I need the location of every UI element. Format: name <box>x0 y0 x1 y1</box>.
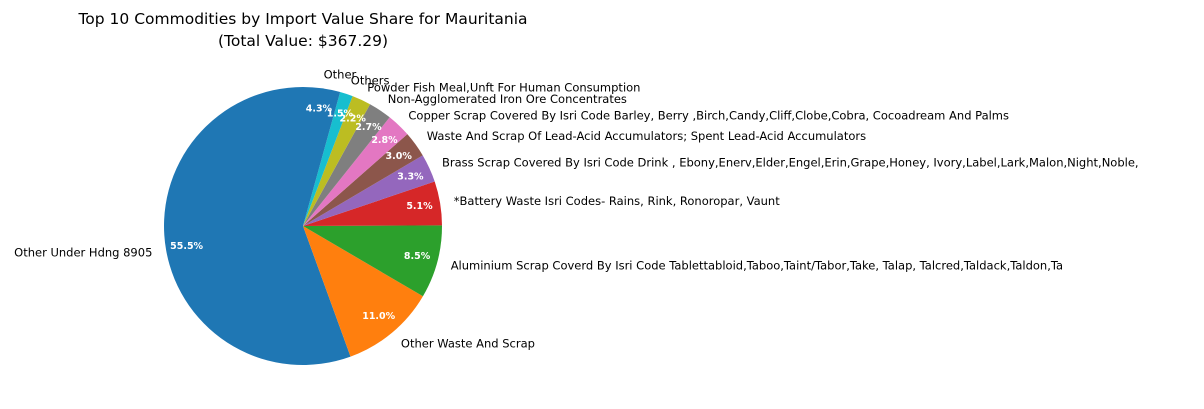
slice-label: Brass Scrap Covered By Isri Code Drink ,… <box>442 155 1139 169</box>
percent-label: 3.0% <box>386 151 413 162</box>
slice-label: Others <box>351 74 390 88</box>
percent-label: 3.3% <box>397 171 424 182</box>
chart-title: Top 10 Commodities by Import Value Share… <box>77 10 527 28</box>
percent-label: 11.0% <box>362 311 395 322</box>
pie-slice <box>164 87 351 365</box>
percent-label: 1.5% <box>327 108 354 119</box>
pie-slice <box>303 96 371 227</box>
slice-label: *Battery Waste Isri Codes- Rains, Rink, … <box>454 194 780 208</box>
pie-slice <box>303 117 408 226</box>
slice-labels: Other Under Hdng 8905 Other Waste And Scr… <box>14 68 1138 351</box>
percent-label: 4.3% <box>306 103 333 114</box>
percent-label: 8.5% <box>404 251 431 262</box>
pie-slice <box>303 226 423 357</box>
chart-subtitle: (Total Value: $367.29) <box>218 32 388 50</box>
pie-slice <box>303 155 435 226</box>
pie-slice <box>303 134 423 226</box>
pie-slice <box>303 86 341 226</box>
pie-slice <box>303 181 442 226</box>
slice-label: Aluminium Scrap Coverd By Isri Code Tabl… <box>451 259 1063 273</box>
pie-slice <box>303 104 390 226</box>
slice-label: Powder Fish Meal,Unft For Human Consumpt… <box>367 80 640 94</box>
percent-labels: 55.5% 11.0% 8.5% 5.1% 3.3% 3.0% 2.8% 2.7%2.2%1.… <box>170 103 433 322</box>
slice-label: Waste And Scrap Of Lead-Acid Accumulator… <box>427 129 866 143</box>
percent-label: 2.8% <box>371 135 398 146</box>
slice-label: Other <box>324 68 357 82</box>
percent-label: 5.1% <box>406 201 433 212</box>
slice-label: Copper Scrap Covered By Isri Code Barley… <box>408 108 1009 122</box>
percent-label: 2.2% <box>340 113 367 124</box>
pie-slices <box>164 86 443 365</box>
slice-label: Other Under Hdng 8905 <box>14 246 152 260</box>
percent-label: 55.5% <box>170 241 203 252</box>
percent-label: 2.7% <box>355 122 382 133</box>
pie-slice <box>303 225 443 297</box>
pie-slice <box>303 92 353 226</box>
slice-label: Other Waste And Scrap <box>401 336 535 350</box>
slice-label: Non-Agglomerated Iron Ore Concentrates <box>388 92 627 106</box>
